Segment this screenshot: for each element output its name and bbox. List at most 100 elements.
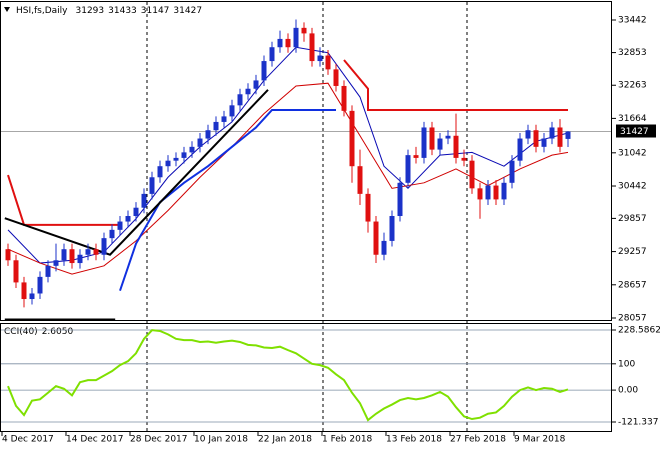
candle-body bbox=[21, 282, 27, 300]
candle-body bbox=[293, 27, 299, 48]
last-price-box bbox=[616, 124, 656, 138]
candle-body bbox=[453, 135, 459, 158]
candle-body bbox=[525, 130, 531, 139]
candle-body bbox=[229, 105, 235, 117]
y-tick-label: 29257 bbox=[618, 247, 647, 257]
candle-body bbox=[173, 157, 179, 161]
candle-body bbox=[501, 182, 507, 200]
candle-body bbox=[549, 127, 555, 139]
x-tick-label: 10 Jan 2018 bbox=[194, 435, 248, 445]
candle-body bbox=[69, 249, 75, 264]
high-price: 31433 bbox=[108, 6, 137, 16]
candle-body bbox=[109, 229, 115, 239]
y-tick-label: 32853 bbox=[618, 48, 647, 58]
cci-line bbox=[7, 329, 569, 422]
candle-body bbox=[261, 61, 267, 81]
candle-body bbox=[269, 47, 275, 62]
candle-body bbox=[397, 182, 403, 217]
candle-body bbox=[405, 155, 411, 183]
indicator-header: CCI(40) 2.6050 bbox=[4, 327, 73, 337]
candle-body bbox=[477, 188, 483, 200]
candle-body bbox=[461, 157, 467, 161]
x-tick-label: 14 Dec 2017 bbox=[66, 435, 124, 445]
candle-body bbox=[37, 276, 43, 294]
candle-body bbox=[333, 69, 339, 86]
y-tick-label: 28057 bbox=[618, 314, 647, 324]
candle-body bbox=[485, 185, 491, 200]
candle-body bbox=[205, 130, 211, 139]
candle-body bbox=[309, 33, 315, 62]
y-tick-label: 0.00 bbox=[618, 386, 638, 396]
candle-body bbox=[429, 127, 435, 150]
candle-body bbox=[181, 152, 187, 158]
candle-body bbox=[29, 293, 35, 300]
candle-body bbox=[445, 135, 451, 139]
candle-body bbox=[533, 130, 539, 147]
candle-body bbox=[253, 80, 259, 89]
y-tick-label: 29857 bbox=[618, 214, 647, 224]
candle-body bbox=[213, 121, 219, 131]
x-tick-label: 27 Feb 2018 bbox=[450, 435, 506, 445]
candle-body bbox=[157, 166, 163, 178]
candle-body bbox=[245, 88, 251, 95]
candle-body bbox=[85, 249, 91, 255]
y-tick-label: 31664 bbox=[618, 114, 647, 124]
main-panel-frame bbox=[0, 1, 612, 321]
candle-body bbox=[517, 138, 523, 161]
collapse-icon[interactable] bbox=[4, 7, 10, 12]
indicator-panel-frame bbox=[0, 323, 612, 432]
low-price: 31147 bbox=[141, 6, 170, 16]
candle-body bbox=[557, 127, 563, 147]
candle-body bbox=[413, 155, 419, 158]
candle-body bbox=[317, 55, 323, 62]
candle-body bbox=[389, 216, 395, 241]
y-tick-label: -121.337 bbox=[618, 418, 658, 428]
candle-body bbox=[325, 55, 331, 70]
candle-body bbox=[133, 207, 139, 217]
candle-body bbox=[349, 110, 355, 167]
candle-body bbox=[277, 38, 283, 48]
y-tick-label: 28657 bbox=[618, 280, 647, 290]
y-tick-label: 31042 bbox=[618, 148, 647, 158]
x-tick-label: 9 Mar 2018 bbox=[514, 435, 566, 445]
candle-body bbox=[373, 221, 379, 255]
candle-body bbox=[101, 238, 107, 255]
x-tick-label: 4 Dec 2017 bbox=[2, 435, 54, 445]
candle-body bbox=[93, 249, 99, 255]
candle-body bbox=[301, 27, 307, 34]
candle-body bbox=[493, 185, 499, 200]
candle-body bbox=[341, 85, 347, 111]
y-tick-label: 33442 bbox=[618, 16, 647, 26]
close-price: 31427 bbox=[173, 6, 202, 16]
candle-body bbox=[565, 131, 571, 139]
candle-body bbox=[5, 249, 11, 261]
candle-body bbox=[421, 127, 427, 158]
x-tick-label: 1 Feb 2018 bbox=[322, 435, 373, 445]
x-tick-label: 13 Feb 2018 bbox=[386, 435, 442, 445]
x-tick-label: 22 Jan 2018 bbox=[258, 435, 312, 445]
y-tick-label: 32263 bbox=[618, 81, 647, 91]
candle-body bbox=[237, 94, 243, 106]
candle-body bbox=[149, 177, 155, 194]
candle-body bbox=[61, 249, 67, 261]
candle-body bbox=[381, 240, 387, 255]
y-tick-label: 228.5862 bbox=[618, 326, 660, 336]
y-tick-label: 30442 bbox=[618, 182, 647, 192]
y-tick-label: 100 bbox=[618, 359, 635, 369]
candle-body bbox=[77, 254, 83, 264]
candle-body bbox=[285, 38, 291, 48]
indicator-line bbox=[119, 108, 336, 292]
indicator-value: 2.6050 bbox=[42, 327, 74, 337]
candle-body bbox=[141, 193, 147, 208]
candle-body bbox=[189, 146, 195, 153]
indicator-line bbox=[4, 89, 269, 256]
candle-body bbox=[53, 260, 59, 266]
candle-body bbox=[469, 160, 475, 189]
x-tick-label: 28 Dec 2017 bbox=[130, 435, 188, 445]
candle-body bbox=[165, 160, 171, 167]
candle-body bbox=[117, 221, 123, 230]
indicator-title: CCI(40) bbox=[4, 327, 38, 337]
candle-body bbox=[221, 116, 227, 122]
